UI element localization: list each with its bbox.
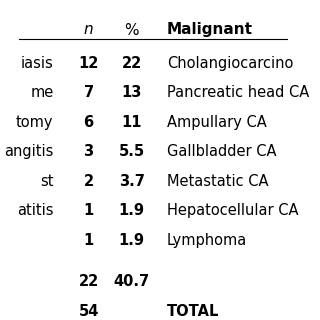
Text: TOTAL: TOTAL <box>167 304 219 319</box>
Text: 2: 2 <box>84 174 94 189</box>
Text: 1: 1 <box>84 203 94 218</box>
Text: Lymphoma: Lymphoma <box>167 233 247 248</box>
Text: atitis: atitis <box>17 203 53 218</box>
Text: 22: 22 <box>78 274 99 289</box>
Text: 6: 6 <box>84 115 94 130</box>
Text: 11: 11 <box>121 115 142 130</box>
Text: Ampullary CA: Ampullary CA <box>167 115 267 130</box>
Text: Cholangiocarcino: Cholangiocarcino <box>167 56 293 71</box>
Text: 1.9: 1.9 <box>119 203 145 218</box>
Text: 40.7: 40.7 <box>114 274 150 289</box>
Text: 1.9: 1.9 <box>119 233 145 248</box>
Text: Pancreatic head CA: Pancreatic head CA <box>167 85 309 100</box>
Text: $\%$: $\%$ <box>124 22 140 38</box>
Text: 3: 3 <box>84 144 94 159</box>
Text: 7: 7 <box>84 85 94 100</box>
Text: Metastatic CA: Metastatic CA <box>167 174 268 189</box>
Text: angitis: angitis <box>4 144 53 159</box>
Text: tomy: tomy <box>16 115 53 130</box>
Text: st: st <box>40 174 53 189</box>
Text: 22: 22 <box>122 56 142 71</box>
Text: 3.7: 3.7 <box>119 174 145 189</box>
Text: 5.5: 5.5 <box>119 144 145 159</box>
Text: 12: 12 <box>78 56 99 71</box>
Text: me: me <box>30 85 53 100</box>
Text: 13: 13 <box>122 85 142 100</box>
Text: Hepatocellular CA: Hepatocellular CA <box>167 203 298 218</box>
Text: Gallbladder CA: Gallbladder CA <box>167 144 276 159</box>
Text: $n$: $n$ <box>83 22 94 37</box>
Text: iasis: iasis <box>21 56 53 71</box>
Text: 1: 1 <box>84 233 94 248</box>
Text: Malignant: Malignant <box>167 22 253 37</box>
Text: 54: 54 <box>78 304 99 319</box>
